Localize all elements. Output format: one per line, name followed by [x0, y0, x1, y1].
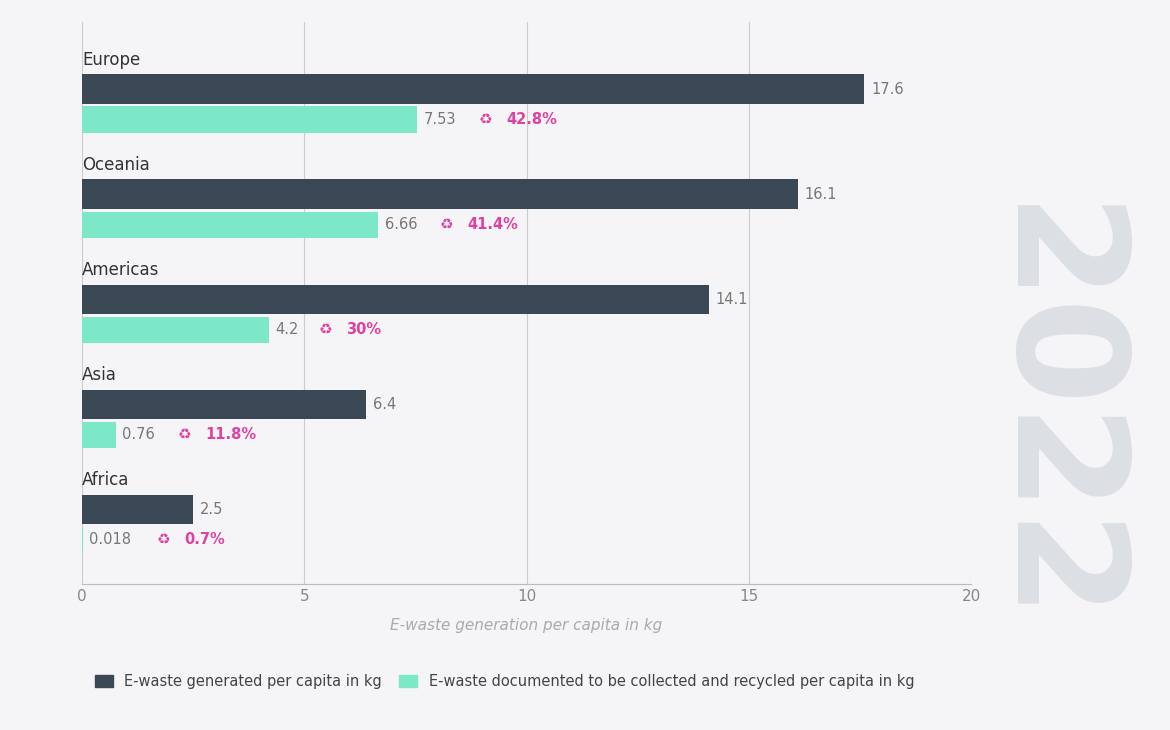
Text: 2022: 2022 — [972, 204, 1122, 629]
Bar — [82, 495, 193, 524]
Text: 0.76: 0.76 — [123, 427, 156, 442]
Text: 16.1: 16.1 — [805, 187, 837, 201]
Text: ♻: ♻ — [178, 427, 191, 442]
Bar — [82, 107, 417, 133]
Text: Asia: Asia — [82, 366, 117, 385]
Text: ♻: ♻ — [479, 112, 493, 127]
Text: 42.8%: 42.8% — [507, 112, 557, 127]
Text: Europe: Europe — [82, 51, 140, 69]
Bar — [82, 212, 378, 238]
Text: 4.2: 4.2 — [275, 322, 298, 337]
Bar — [82, 422, 116, 448]
Text: 14.1: 14.1 — [716, 292, 748, 307]
Text: Americas: Americas — [82, 261, 159, 280]
Bar — [82, 317, 269, 343]
X-axis label: E-waste generation per capita in kg: E-waste generation per capita in kg — [391, 618, 662, 633]
Text: 7.53: 7.53 — [424, 112, 456, 127]
Bar — [82, 390, 366, 419]
Text: 0.7%: 0.7% — [184, 532, 225, 548]
Text: 11.8%: 11.8% — [205, 427, 256, 442]
Text: 41.4%: 41.4% — [467, 218, 518, 232]
Bar — [82, 285, 709, 314]
Text: 30%: 30% — [346, 322, 381, 337]
Text: 2.5: 2.5 — [200, 502, 223, 517]
Text: Oceania: Oceania — [82, 156, 150, 174]
Bar — [82, 180, 798, 209]
Text: ♻: ♻ — [157, 532, 170, 548]
Bar — [82, 74, 865, 104]
Text: 17.6: 17.6 — [872, 82, 903, 96]
Text: 6.66: 6.66 — [385, 218, 418, 232]
Text: ♻: ♻ — [318, 322, 332, 337]
Text: Africa: Africa — [82, 472, 129, 489]
Legend: E-waste generated per capita in kg, E-waste documented to be collected and recyc: E-waste generated per capita in kg, E-wa… — [89, 668, 920, 695]
Text: 0.018: 0.018 — [89, 532, 131, 548]
Text: ♻: ♻ — [440, 218, 454, 232]
Text: 6.4: 6.4 — [373, 397, 397, 412]
